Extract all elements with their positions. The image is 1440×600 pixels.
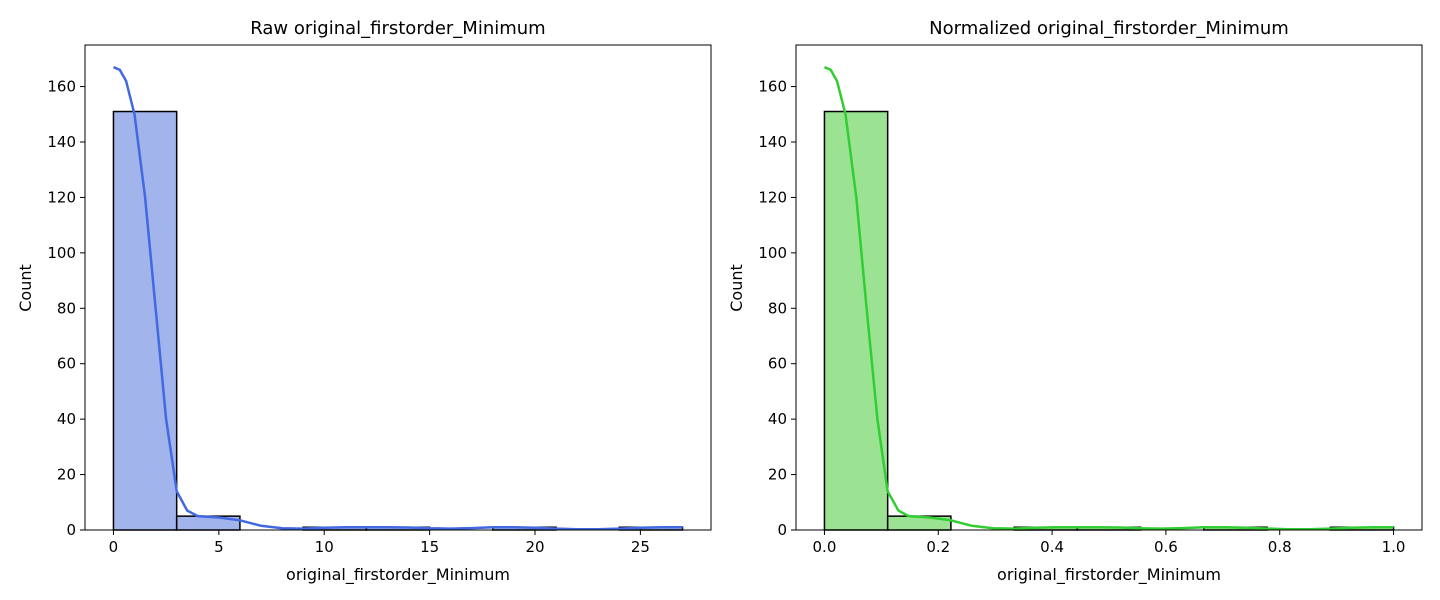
plot-area: 0.0 0.2 0.4 0.6 0.8 1.0 0 20 40 60 80 100 120 140 160 [758,44,1423,556]
y-axis-label: Count [727,264,746,312]
y-tick-label: 40 [57,410,76,428]
y-tick-label: 80 [57,299,76,317]
x-tick-label: 10 [315,538,334,556]
y-tick-label: 0 [66,521,76,539]
y-tick-label: 100 [47,244,76,262]
x-tick-label: 25 [631,538,650,556]
x-axis-label: original_firstorder_Minimum [286,565,510,585]
histogram-bar [112,110,178,531]
y-tick-label: 60 [57,355,76,373]
y-tick-label: 40 [768,410,787,428]
plot-area: 0 5 10 15 20 25 0 20 40 60 80 100 120 140 160 [47,44,712,556]
y-tick-label: 80 [768,299,787,317]
y-tick-label: 20 [57,466,76,484]
y-tick-label: 140 [47,133,76,151]
x-tick-label: 15 [420,538,439,556]
x-tick-label: 0.0 [813,538,837,556]
y-tick-label: 100 [758,244,787,262]
x-tick-label: 1.0 [1382,538,1406,556]
chart-title: Normalized original_firstorder_Minimum [929,18,1289,39]
subplot-normalized: Normalized original_firstorder_Minimum o… [727,18,1423,585]
y-tick-label: 160 [47,78,76,96]
y-tick-label: 60 [768,355,787,373]
y-tick-label: 120 [47,188,76,206]
y-tick-label: 20 [768,466,787,484]
kde-line [113,66,683,531]
x-tick-label: 0.2 [926,538,950,556]
y-axis-label: Count [16,264,35,312]
subplot-raw: Raw original_firstorder_Minimum original… [16,18,712,585]
axes-frame [84,44,712,531]
x-tick-label: 0.4 [1040,538,1064,556]
x-tick-label: 0.6 [1154,538,1178,556]
axes-frame [795,44,1423,531]
histogram-bar [823,110,889,531]
x-tick-label: 0.8 [1268,538,1292,556]
x-tick-label: 5 [214,538,224,556]
kde-line [824,66,1394,531]
y-tick-label: 0 [777,521,787,539]
x-tick-label: 20 [525,538,544,556]
y-tick-label: 140 [758,133,787,151]
y-tick-label: 160 [758,78,787,96]
x-axis-label: original_firstorder_Minimum [997,565,1221,585]
y-tick-label: 120 [758,188,787,206]
x-tick-label: 0 [109,538,119,556]
chart-title: Raw original_firstorder_Minimum [250,18,545,39]
